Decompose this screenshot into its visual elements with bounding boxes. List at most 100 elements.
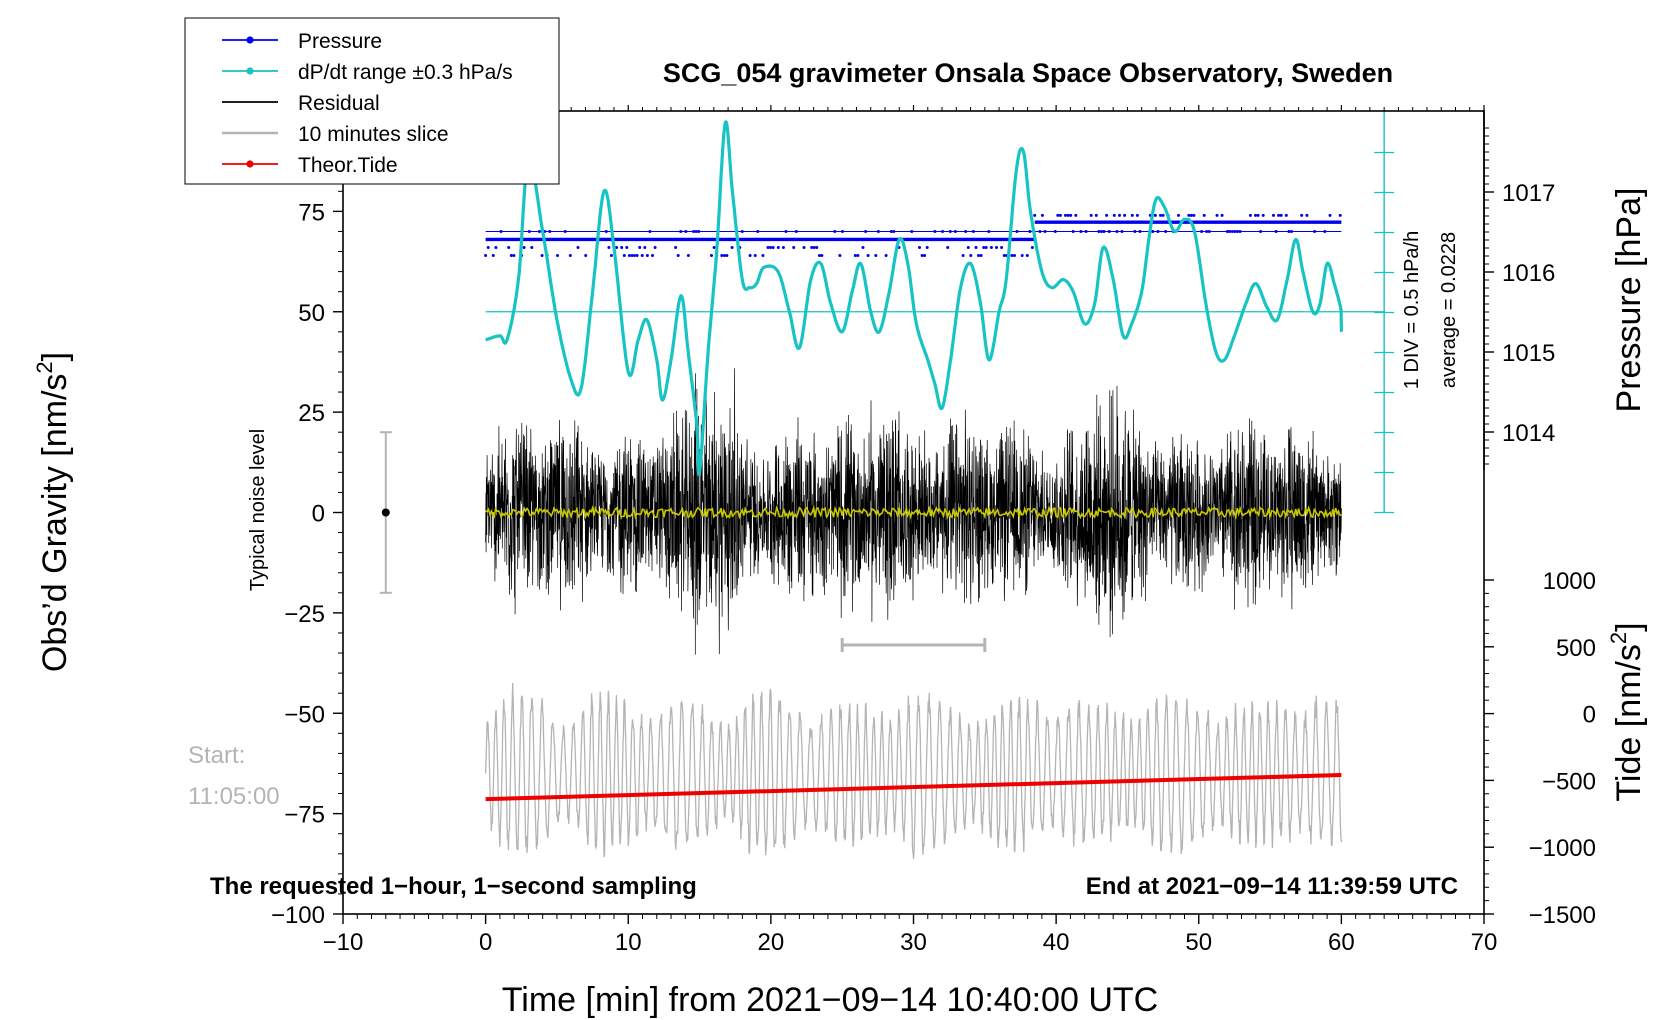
pressure-dot	[1002, 254, 1006, 257]
pressure-dot	[771, 246, 775, 249]
pressure-dot	[925, 246, 929, 249]
pressure-dot	[923, 254, 927, 257]
pressure-dot	[1013, 254, 1016, 257]
dpdt-line	[484, 120, 1343, 477]
pressure-dot	[753, 254, 757, 257]
pressure-dot	[640, 254, 644, 257]
y-axis-title-pressure: Pressure [hPa]	[1610, 188, 1648, 413]
pressure-dot	[1123, 213, 1127, 217]
bottom-left-note: The requested 1−hour, 1−second sampling	[210, 873, 697, 900]
pressure-dot	[748, 254, 752, 257]
legend-label: Pressure	[298, 30, 382, 53]
residual-smoothed-series	[485, 504, 1342, 520]
pressure-dot	[615, 246, 619, 249]
pressure-dot	[969, 254, 973, 257]
pressure-dot	[512, 254, 516, 257]
smoothed-line	[485, 504, 1342, 520]
pressure-dot	[1338, 213, 1342, 217]
pressure-dot	[1094, 213, 1098, 217]
tide-tick-label: 0	[1583, 702, 1596, 729]
x-tick-label: 60	[1328, 929, 1355, 956]
pressure-dot	[1033, 213, 1037, 217]
pressure-dot	[1064, 213, 1067, 217]
pressure-dot	[486, 246, 490, 249]
pressure-dot	[507, 246, 511, 249]
pressure-dot	[584, 254, 588, 257]
pressure-dot	[1056, 213, 1060, 217]
pressure-dot	[1161, 213, 1165, 217]
pressure-dot	[1025, 254, 1029, 257]
legend-label: 10 minutes slice	[298, 123, 449, 146]
pressure-dot	[761, 254, 765, 257]
theor-tide-series	[485, 773, 1342, 802]
x-tick-label: 40	[1043, 929, 1070, 956]
pressure-dot	[1089, 213, 1093, 217]
x-tick-label: 50	[1185, 929, 1212, 956]
residual-series	[485, 368, 1342, 655]
pressure-dot	[853, 254, 857, 257]
pressure-dot	[1189, 213, 1193, 217]
y-tick-label: −75	[284, 802, 325, 829]
legend-label: Residual	[298, 92, 380, 115]
pressure-dot	[989, 246, 993, 249]
pressure-dot	[1040, 213, 1044, 217]
pressure-dot	[556, 254, 559, 257]
pressure-tick-label: 1015	[1502, 340, 1555, 367]
legend-box	[184, 17, 560, 185]
x-tick-label: 30	[900, 929, 927, 956]
y-axis-title-tide: Tide [nm/s2]	[1606, 622, 1648, 801]
noise-dot	[381, 508, 390, 517]
pressure-dot	[710, 254, 713, 257]
pressure-dot	[1187, 213, 1191, 217]
pressure-dot	[494, 246, 498, 249]
pressure-dot	[725, 254, 729, 257]
pressure-dot	[712, 246, 716, 249]
pressure-dot	[1192, 213, 1196, 217]
pressure-dot	[974, 246, 978, 249]
y-tick-label: −50	[284, 701, 325, 728]
pressure-dot	[1069, 213, 1073, 217]
pressure-dot	[1256, 213, 1260, 217]
legend-marker	[246, 67, 254, 75]
pressure-dot	[1277, 213, 1281, 217]
pressure-dot	[530, 246, 534, 249]
pressure-dot	[638, 246, 642, 249]
start-label: Start:	[188, 742, 245, 769]
pressure-dot	[776, 246, 780, 249]
pressure-dot	[946, 246, 950, 249]
pressure-dot	[1135, 213, 1139, 217]
y-tick-label: −100	[271, 902, 325, 929]
pressure-dot	[1000, 246, 1004, 249]
pressure-dot	[651, 254, 654, 257]
pressure-dot	[1300, 213, 1304, 217]
pressure-dot	[766, 246, 770, 249]
pressure-dot	[609, 254, 613, 257]
pressure-dot	[676, 254, 680, 257]
chart-title: SCG_054 gravimeter Onsala Space Observat…	[663, 58, 1393, 88]
pressure-dot	[1284, 213, 1288, 217]
pressure-dot	[1254, 213, 1257, 217]
pressure-dot	[1030, 246, 1034, 249]
pressure-dot	[1020, 254, 1024, 257]
legend-label: dP/dt range ±0.3 hPa/s	[298, 61, 513, 84]
pressure-dot	[982, 246, 986, 249]
pressure-dot	[720, 254, 724, 257]
pressure-dot	[568, 254, 572, 257]
pressure-dot	[792, 246, 796, 249]
pressure-dot	[979, 254, 983, 257]
pressure-dot	[645, 254, 649, 257]
pressure-dot	[817, 254, 821, 257]
tide-tick-label: 1000	[1543, 568, 1596, 595]
pressure-tick-label: 1017	[1502, 180, 1555, 207]
pressure-dot	[1328, 213, 1332, 217]
pressure-dot	[802, 246, 806, 249]
y-tick-label: 25	[298, 400, 325, 427]
tide-tick-label: 500	[1556, 635, 1596, 662]
y-axis-title-left: Obs’d Gravity [nm/s2]	[32, 352, 74, 672]
pressure-dot	[730, 246, 734, 249]
pressure-dot	[1058, 213, 1062, 217]
pressure-dot	[635, 254, 639, 257]
y-tick-label: −25	[284, 601, 325, 628]
pressure-dot	[576, 246, 580, 249]
